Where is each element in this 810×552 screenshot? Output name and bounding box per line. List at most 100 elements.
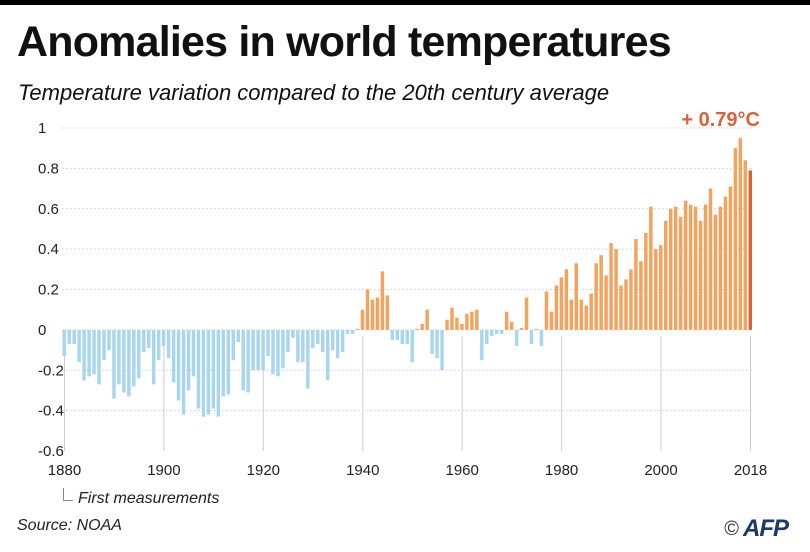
bar-1953: [425, 309, 429, 330]
y-tick-label: -0.4: [38, 403, 64, 420]
bar-1881: [67, 329, 71, 345]
bar-1967: [494, 329, 499, 334]
bar-1929: [306, 329, 310, 389]
bar-1930: [311, 329, 315, 349]
bar-1904: [181, 329, 186, 415]
bar-1915: [236, 329, 240, 342]
bar-1951: [415, 328, 419, 330]
bar-1901: [166, 329, 171, 359]
bar-1966: [490, 329, 494, 336]
bar-1893: [127, 329, 131, 397]
bar-1927: [296, 329, 300, 363]
bar-1988: [599, 255, 603, 330]
y-tick-label: -0.2: [38, 362, 64, 379]
bar-1919: [256, 329, 260, 371]
bar-1998: [649, 206, 653, 330]
x-tick-label: 2018: [734, 462, 767, 479]
agency-credit: © AFP: [724, 515, 789, 543]
bar-1898: [151, 329, 156, 385]
bar-2008: [698, 220, 703, 330]
bar-1941: [365, 289, 370, 330]
bar-2006: [688, 204, 693, 330]
bar-2000: [659, 245, 663, 330]
bar-1918: [251, 329, 255, 371]
bar-2009: [703, 204, 708, 330]
bar-1946: [390, 329, 395, 340]
y-tick-label: 0.2: [38, 282, 59, 299]
bar-1962: [470, 311, 474, 330]
bar-1956: [440, 329, 444, 371]
bar-1958: [450, 307, 454, 330]
bar-1922: [271, 329, 275, 375]
x-tick-label: 1880: [48, 462, 81, 479]
bar-1963: [475, 309, 479, 330]
bar-1939: [355, 328, 360, 330]
bar-1883: [77, 329, 81, 363]
source-credit: Source: NOAA: [17, 517, 122, 534]
y-tick-label: 0.6: [38, 201, 59, 218]
bar-1934: [330, 329, 335, 351]
y-tick-label: 0.8: [38, 160, 59, 177]
bar-1990: [609, 243, 613, 330]
chart-subtitle: Temperature variation compared to the 20…: [18, 80, 610, 105]
bar-1925: [286, 329, 290, 353]
bar-1947: [395, 329, 400, 340]
bar-1964: [480, 329, 484, 361]
bar-2007: [693, 206, 698, 330]
bar-1916: [241, 329, 245, 391]
y-tick-label: 0: [38, 322, 46, 339]
bar-1997: [644, 232, 648, 330]
bar-2005: [683, 200, 688, 330]
top-rule: [0, 0, 810, 5]
bar-1899: [156, 329, 161, 361]
bar-1935: [335, 329, 340, 359]
bar-1926: [291, 329, 295, 338]
note-bracket: [63, 488, 73, 501]
x-tick-label: 1900: [147, 462, 180, 479]
bar-1892: [122, 329, 126, 393]
bar-1986: [589, 293, 593, 330]
bar-1897: [147, 329, 151, 349]
bar-1975: [534, 328, 539, 330]
bar-1989: [604, 275, 608, 330]
x-tick-label: 1940: [346, 462, 379, 479]
bar-1942: [370, 299, 375, 330]
bar-1888: [102, 329, 106, 361]
first-measurements-note: First measurements: [78, 490, 220, 507]
bar-1984: [579, 299, 583, 330]
bar-1976: [539, 329, 544, 347]
x-tick-label: 1960: [445, 462, 478, 479]
bar-1884: [82, 329, 86, 381]
bar-1979: [554, 285, 559, 330]
bars: [62, 138, 752, 417]
bar-1950: [410, 329, 414, 363]
bar-1944: [380, 271, 385, 330]
y-tick-label: -0.6: [38, 443, 64, 460]
y-tick-label: 0.4: [38, 241, 59, 258]
bar-1983: [574, 263, 579, 330]
bar-1891: [117, 329, 121, 385]
bar-1931: [316, 329, 320, 345]
bar-2003: [673, 206, 678, 330]
bar-1999: [654, 249, 658, 330]
bar-2012: [718, 206, 723, 330]
y-tick-label: 1: [38, 120, 46, 137]
bar-1895: [137, 329, 141, 379]
bar-2013: [723, 196, 728, 330]
bar-2016: [738, 138, 743, 330]
bar-1969: [504, 311, 509, 330]
x-tick-label: 1980: [545, 462, 578, 479]
x-axis-ticks: 1880 1900 1920 1940 1960 1980 2000 2018: [48, 462, 767, 479]
bar-1996: [639, 261, 643, 330]
bar-1993: [624, 279, 628, 330]
bar-1912: [221, 329, 226, 397]
bar-1982: [569, 299, 574, 330]
bar-1973: [524, 297, 529, 330]
bar-1965: [485, 329, 489, 345]
bar-1903: [176, 329, 181, 401]
bar-1928: [301, 329, 305, 363]
bar-1900: [161, 329, 166, 347]
bar-1959: [455, 317, 459, 330]
latest-value-annotation: + 0.79°C: [681, 109, 760, 131]
